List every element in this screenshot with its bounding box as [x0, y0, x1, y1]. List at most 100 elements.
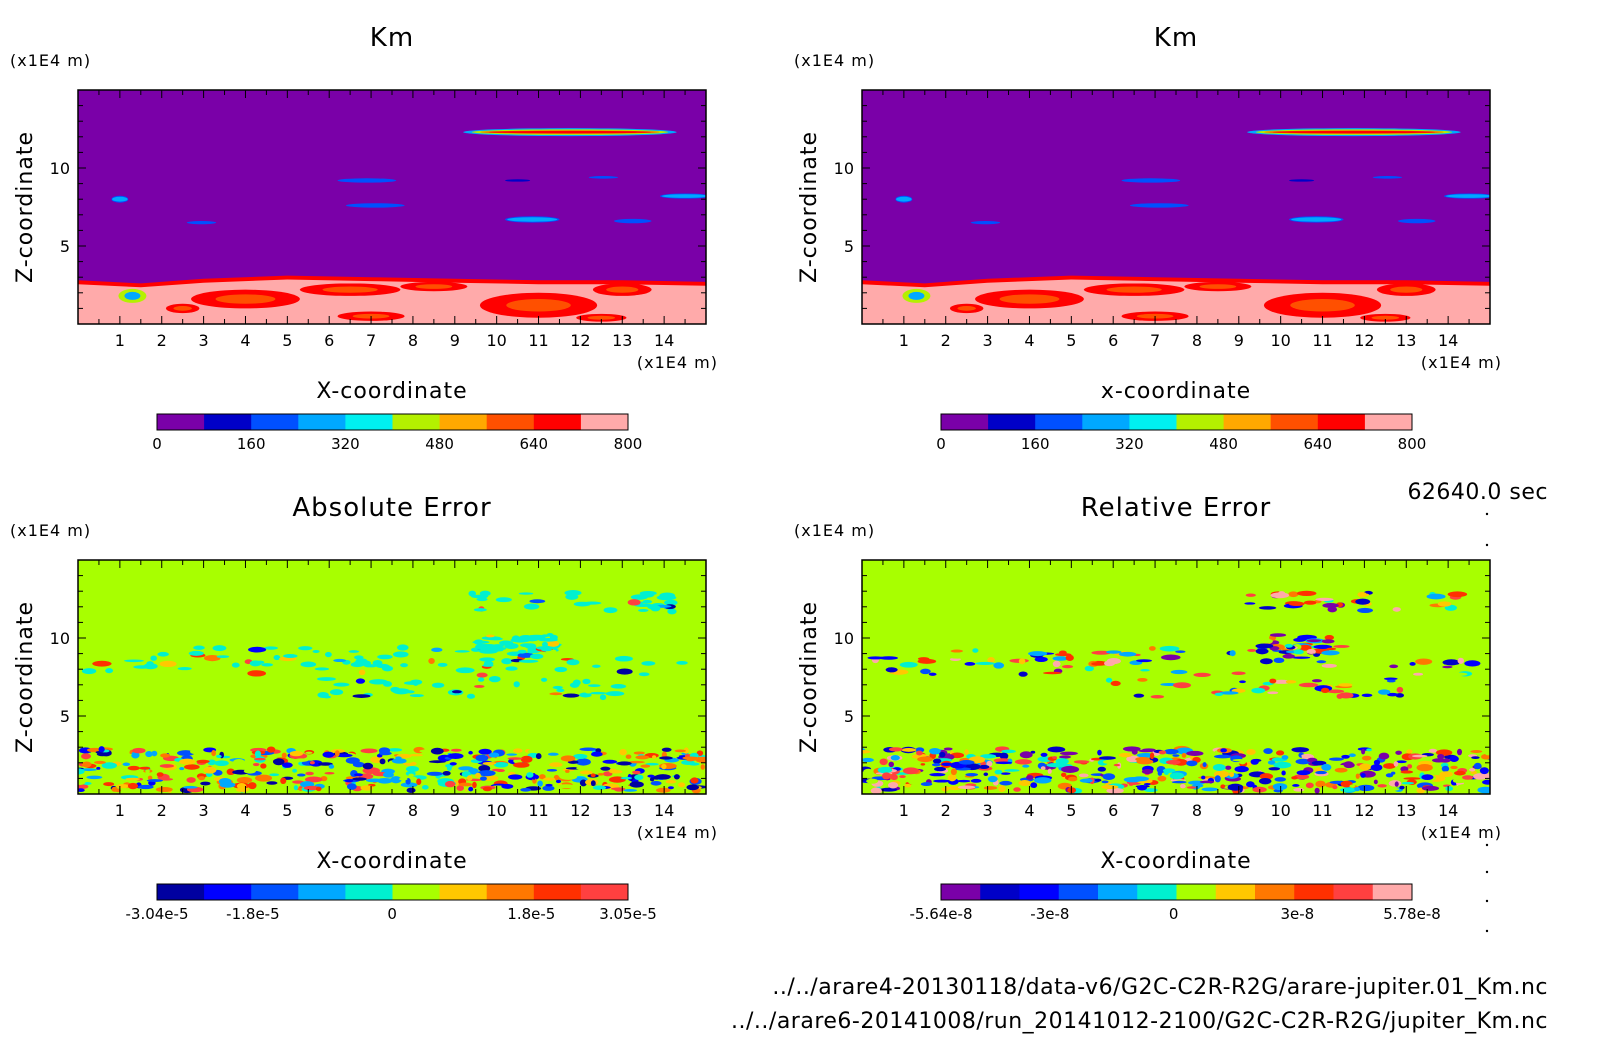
error-cell [1321, 763, 1332, 771]
colorbar-swatch [204, 414, 252, 430]
error-cell [1291, 656, 1311, 659]
error-cell [1172, 754, 1180, 757]
error-cell [1381, 787, 1400, 792]
colorbar-swatch [1223, 414, 1272, 430]
error-cell [1186, 786, 1197, 789]
error-cell [1404, 599, 1415, 606]
error-cell [603, 607, 618, 614]
x-tick-label: 10 [1270, 331, 1290, 350]
colorbar-swatch [1098, 884, 1138, 900]
error-cell [296, 773, 306, 777]
x-axis-label: X-coordinate [316, 849, 467, 874]
x-tick-label: 3 [199, 331, 209, 350]
colorbar-tick-label: 320 [1115, 435, 1144, 453]
error-cell [479, 657, 496, 662]
colorbar-swatch [1333, 884, 1374, 900]
error-cell [495, 597, 512, 603]
error-cell [881, 772, 891, 780]
error-cell [540, 677, 548, 682]
error-cell [263, 646, 278, 650]
error-cell [236, 783, 247, 790]
colorbar-tick-label: 0 [1169, 905, 1179, 923]
error-cell [494, 761, 509, 768]
error-cell [555, 779, 562, 784]
error-cell [1456, 748, 1463, 756]
error-cell [525, 636, 539, 642]
error-cell [1186, 760, 1198, 767]
error-cell [1439, 758, 1451, 763]
error-cell [468, 750, 473, 755]
error-cell [957, 785, 976, 790]
contour-streak [970, 221, 1001, 225]
error-cell [887, 781, 899, 789]
error-cell [579, 770, 593, 775]
error-cell [324, 651, 332, 658]
error-cell [409, 753, 423, 757]
error-cell [649, 777, 655, 782]
error-cell [1354, 786, 1360, 792]
error-cell [1110, 680, 1121, 686]
x-tick-label: 5 [282, 331, 292, 350]
x-tick-label: 2 [157, 801, 167, 820]
error-cell [633, 751, 645, 755]
error-cell [1104, 660, 1116, 667]
error-cell [80, 768, 97, 772]
x-tick-label: 7 [366, 801, 376, 820]
error-cell [156, 772, 164, 777]
error-cell [252, 762, 260, 767]
y-tick-label: 10 [50, 159, 70, 178]
error-cell [1400, 770, 1414, 774]
error-cell [289, 750, 304, 757]
error-cell [315, 786, 322, 792]
error-cell [155, 787, 173, 793]
colorbar-swatch [1317, 414, 1366, 430]
colorbar-swatch [533, 414, 582, 430]
error-cell [314, 667, 330, 671]
error-cell [1385, 773, 1394, 778]
contour-streak [613, 218, 652, 224]
error-cell [1322, 603, 1339, 609]
error-cell [1338, 683, 1353, 687]
error-cell [1357, 784, 1375, 792]
error-cell [1175, 783, 1181, 789]
error-cell [673, 774, 680, 780]
error-cell [993, 758, 1012, 763]
colorbar-swatch [298, 414, 346, 430]
colorbar-swatch [988, 414, 1036, 430]
error-cell [472, 781, 477, 789]
margin-dot [1485, 929, 1489, 933]
y-axis-label: Z-coordinate [797, 131, 822, 283]
error-cell [1142, 748, 1156, 752]
error-cell [1473, 773, 1488, 780]
error-cell [535, 753, 542, 760]
colorbar-swatch [1364, 414, 1413, 430]
error-cell [1273, 657, 1285, 664]
error-cell [1220, 784, 1226, 789]
colorbar-swatch [204, 884, 252, 900]
error-cell [599, 694, 607, 701]
x-unit-label: (x1E4 m) [637, 823, 718, 842]
error-cell [1437, 753, 1445, 760]
error-cell [269, 773, 280, 777]
contour-streak [1121, 178, 1181, 183]
error-cell [292, 768, 298, 773]
error-cell [1106, 787, 1124, 794]
error-cell [565, 769, 570, 773]
error-cell [1311, 760, 1327, 766]
colorbar-tick-label: 0 [152, 435, 162, 453]
x-tick-label: 13 [1396, 331, 1416, 350]
error-cell [446, 764, 452, 771]
error-cell [1355, 598, 1371, 605]
error-cell [1227, 783, 1244, 791]
error-cell [1058, 650, 1067, 655]
error-cell [300, 661, 317, 668]
error-cell [877, 766, 893, 774]
x-tick-label: 8 [408, 801, 418, 820]
colorbar-swatch [1372, 884, 1413, 900]
contour-streak [337, 178, 397, 183]
error-cell [444, 780, 456, 788]
error-cell [398, 777, 408, 781]
error-cell [1097, 749, 1102, 756]
error-cell [616, 668, 633, 675]
error-cell [640, 603, 653, 607]
